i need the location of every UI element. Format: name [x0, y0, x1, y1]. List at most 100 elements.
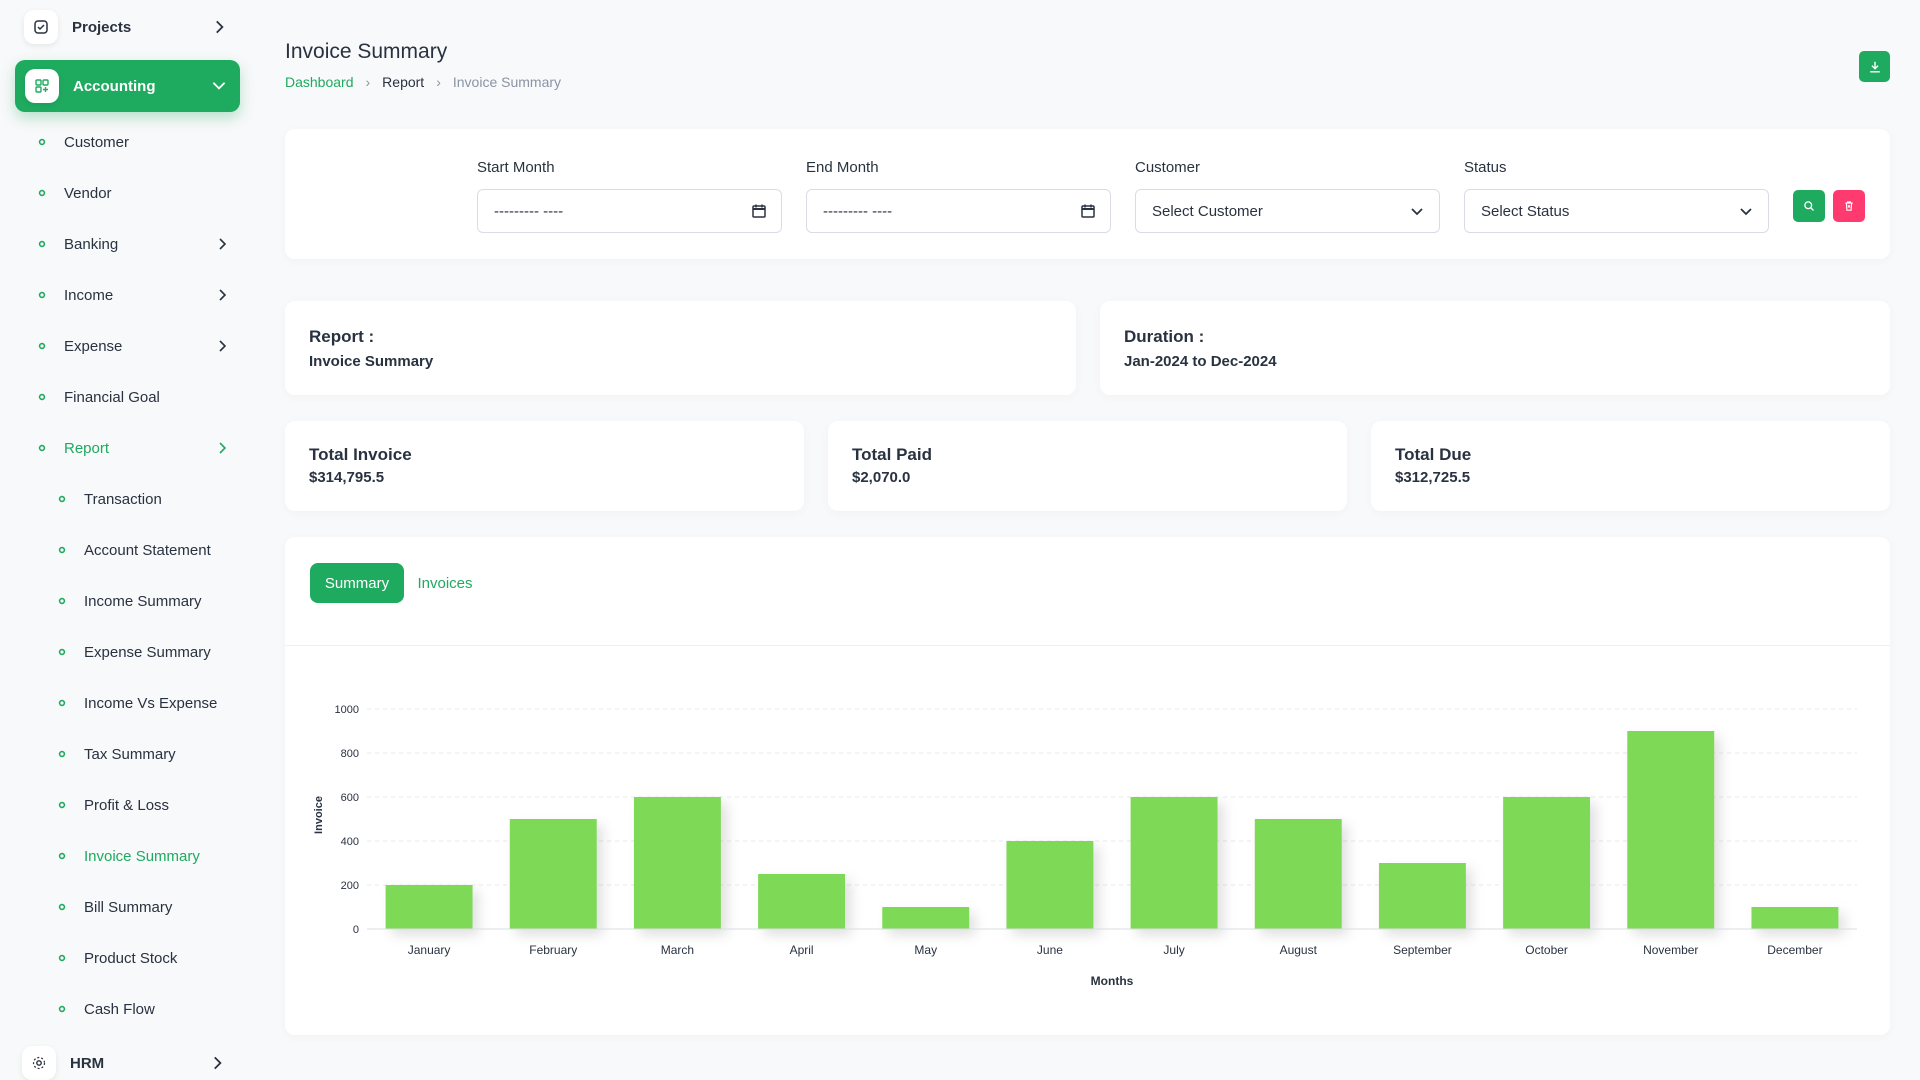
total-invoice-label: Total Invoice [309, 445, 412, 464]
nav-report-item-label: Profit & Loss [84, 796, 170, 814]
checkbox-icon [24, 10, 58, 44]
chevron-down-icon [1411, 208, 1423, 216]
total-invoice-card: Total Invoice $314,795.5 [285, 421, 804, 511]
customer-select-value: Select Customer [1152, 202, 1263, 220]
breadcrumb-report[interactable]: Report [382, 74, 425, 90]
nav-report-item-label: Account Statement [84, 541, 211, 559]
chevron-right-icon [219, 340, 227, 352]
customer-select[interactable]: Select Customer [1135, 189, 1440, 233]
total-paid-label: Total Paid [852, 445, 932, 464]
x-tick-label: January [408, 943, 451, 957]
nav-report-transaction[interactable]: Transaction [58, 487, 248, 511]
bullet-icon [58, 699, 66, 707]
bar-april[interactable] [758, 874, 846, 929]
nav-report-item-label: Income Summary [84, 592, 202, 610]
search-icon [1804, 201, 1814, 211]
x-tick-label: May [914, 943, 937, 957]
bullet-icon [38, 240, 46, 248]
bullet-icon [58, 546, 66, 554]
download-icon [1869, 61, 1880, 73]
y-tick-label: 200 [341, 880, 359, 892]
nav-report-income-vs-expense[interactable]: Income Vs Expense [58, 691, 248, 715]
x-tick-label: April [790, 943, 814, 957]
x-axis-label: Months [1091, 974, 1134, 988]
chart-grid [367, 708, 1857, 886]
nav-report-item-label: Income Vs Expense [84, 694, 218, 712]
nav-report-item-label: Transaction [84, 490, 162, 508]
status-select-value: Select Status [1481, 202, 1570, 220]
bullet-icon [38, 444, 46, 452]
status-select[interactable]: Select Status [1464, 189, 1769, 233]
nav-report-cash-flow[interactable]: Cash Flow [58, 997, 248, 1021]
nav-banking[interactable]: Banking [38, 232, 228, 256]
nav-report-income-summary[interactable]: Income Summary [58, 589, 248, 613]
start-month-label: Start Month [477, 159, 555, 176]
calendar-icon[interactable] [1080, 203, 1096, 219]
breadcrumb-dashboard[interactable]: Dashboard [285, 74, 354, 90]
end-month-input[interactable]: --------- ---- [806, 189, 1111, 233]
tab-summary[interactable]: Summary [310, 563, 404, 603]
nav-financial-goal[interactable]: Financial Goal [38, 385, 228, 409]
bar-august[interactable] [1254, 819, 1342, 929]
bullet-icon [58, 903, 66, 911]
x-tick-label: November [1643, 943, 1698, 957]
y-tick-label: 800 [341, 748, 359, 760]
nav-report-item-label: Bill Summary [84, 898, 173, 916]
nav-hrm-label: HRM [70, 1054, 105, 1072]
nav-report-item-label: Invoice Summary [84, 847, 200, 865]
nav-vendor[interactable]: Vendor [38, 181, 228, 205]
bar-february[interactable] [509, 819, 597, 929]
tab-divider [285, 645, 1890, 646]
nav-expense[interactable]: Expense [38, 334, 228, 358]
calendar-icon[interactable] [751, 203, 767, 219]
nav-projects[interactable]: Projects [14, 2, 240, 52]
search-button[interactable] [1793, 190, 1825, 222]
start-month-input[interactable]: --------- ---- [477, 189, 782, 233]
bar-march[interactable] [633, 797, 721, 929]
nav-report[interactable]: Report [38, 436, 228, 460]
nav-report-tax-summary[interactable]: Tax Summary [58, 742, 248, 766]
nav-report-product-stock[interactable]: Product Stock [58, 946, 248, 970]
total-invoice-value: $314,795.5 [309, 469, 385, 486]
nav-report-account-statement[interactable]: Account Statement [58, 538, 248, 562]
nav-report-invoice-summary[interactable]: Invoice Summary [58, 844, 248, 868]
bar-november[interactable] [1627, 731, 1715, 929]
nav-report-profit-loss[interactable]: Profit & Loss [58, 793, 248, 817]
bullet-icon [38, 393, 46, 401]
bar-october[interactable] [1503, 797, 1591, 929]
nav-accounting[interactable]: Accounting [15, 60, 240, 112]
download-button[interactable] [1859, 51, 1890, 82]
breadcrumb-separator-icon: › [436, 74, 441, 90]
chevron-right-icon [214, 1056, 222, 1070]
x-tick-label: August [1280, 943, 1318, 957]
bullet-icon [58, 801, 66, 809]
report-info-card: Report : Invoice Summary [285, 301, 1076, 395]
bullet-icon [58, 597, 66, 605]
bar-june[interactable] [1006, 841, 1094, 929]
reset-button[interactable] [1833, 190, 1865, 222]
bullet-icon [58, 495, 66, 503]
bar-january[interactable] [385, 885, 473, 929]
bar-september[interactable] [1378, 863, 1466, 929]
grid-icon [25, 69, 59, 103]
nav-projects-label: Projects [72, 18, 132, 36]
nav-income[interactable]: Income [38, 283, 228, 307]
chart-card: Summary Invoices 0 200 400 600 800 1000 Janua… [285, 537, 1890, 1035]
bar-july[interactable] [1130, 797, 1218, 929]
x-tick-label: September [1393, 943, 1452, 957]
duration-info-card: Duration : Jan-2024 to Dec-2024 [1100, 301, 1890, 395]
bar-december[interactable] [1751, 907, 1839, 929]
nav-report-expense-summary[interactable]: Expense Summary [58, 640, 248, 664]
nav-hrm[interactable]: HRM [12, 1038, 238, 1080]
nav-customer[interactable]: Customer [38, 130, 228, 154]
x-tick-label: October [1525, 943, 1568, 957]
total-due-label: Total Due [1395, 445, 1472, 464]
invoice-bar-chart: 0 200 400 600 800 1000 January February March Ap… [313, 704, 1857, 988]
tab-invoices[interactable]: Invoices [417, 574, 473, 592]
nav-expense-label: Expense [64, 337, 123, 355]
nav-report-bill-summary[interactable]: Bill Summary [58, 895, 248, 919]
x-tick-label: March [661, 943, 694, 957]
bar-may[interactable] [882, 907, 970, 929]
hrm-icon [22, 1046, 56, 1080]
duration-label: Duration : [1124, 327, 1205, 346]
